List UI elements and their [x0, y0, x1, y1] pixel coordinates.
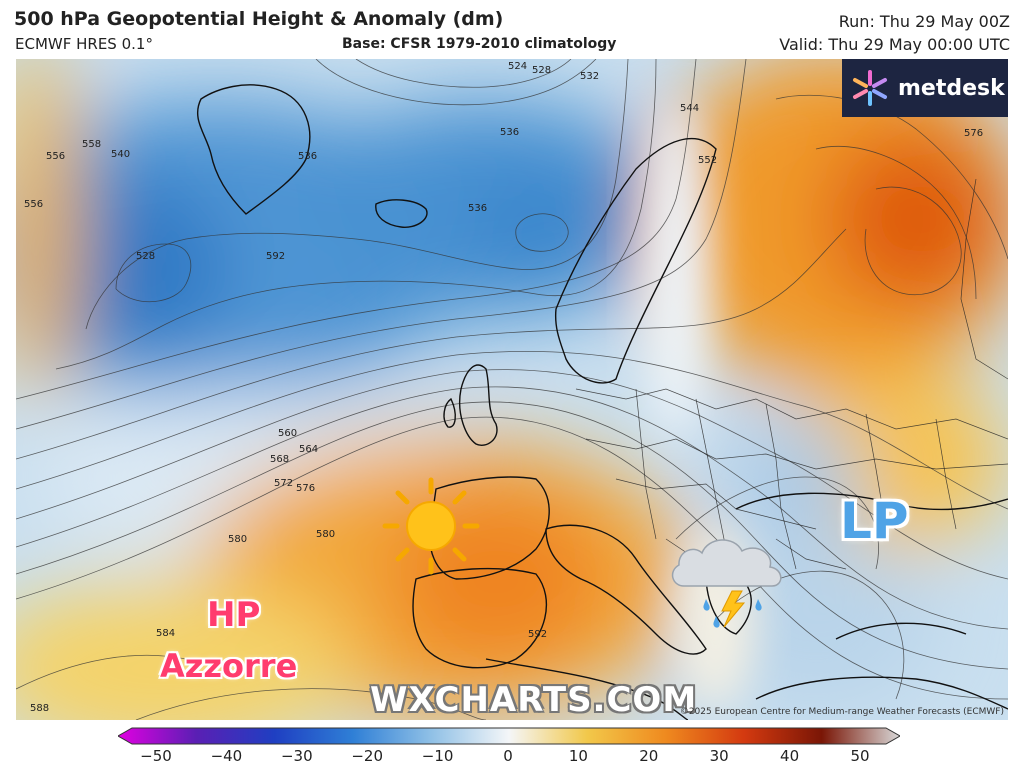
logo-text: metdesk: [898, 75, 1005, 101]
anomaly-map[interactable]: 524 528 532 536 536 536 540 544 552 556 558 560 564 5…: [16, 59, 1008, 720]
low-pressure-label: LP: [840, 492, 909, 550]
contour-label: 576: [964, 128, 983, 139]
colorbar-tick-label: −50: [140, 747, 172, 765]
coastlines: [196, 84, 1008, 720]
colorbar-tick-label: −10: [421, 747, 454, 765]
contour-label: 560: [278, 428, 297, 439]
colorbar-tick-label: 40: [780, 747, 800, 765]
metdesk-star-icon: [853, 70, 887, 106]
climatology-base: Base: CFSR 1979-2010 climatology: [342, 36, 617, 52]
contour-label: 588: [30, 703, 49, 714]
contour-label: 536: [468, 203, 487, 214]
colorbar-tick-label: −30: [280, 747, 313, 765]
colorbar-tick-label: 50: [850, 747, 870, 765]
colorbar-tick-label: 20: [639, 747, 659, 765]
contour-label: 528: [136, 251, 155, 262]
contour-label: 528: [532, 65, 551, 76]
model-name: ECMWF HRES 0.1°: [15, 35, 153, 53]
contour-label: 592: [266, 251, 285, 262]
contour-label: 544: [680, 103, 699, 114]
contour-label: 536: [298, 151, 317, 162]
colorbar-tick-label: −20: [351, 747, 384, 765]
contour-label: 564: [299, 444, 318, 455]
copyright-notice: ©2025 European Centre for Medium-range W…: [679, 707, 1004, 717]
contour-label: 532: [580, 71, 599, 82]
height-contours: [16, 59, 1008, 720]
contour-label: 556: [24, 199, 43, 210]
colorbar-tick-label: 30: [709, 747, 729, 765]
colorbar-tick-label: 10: [568, 747, 588, 765]
contour-label: 576: [296, 483, 315, 494]
contour-label: 580: [316, 529, 335, 540]
contour-label: 592: [528, 629, 547, 640]
contour-label: 558: [82, 139, 101, 150]
contour-label: 568: [270, 454, 289, 465]
chart-title: 500 hPa Geopotential Height & Anomaly (d…: [14, 8, 504, 30]
anomaly-field: [16, 59, 1008, 720]
run-time: Run: Thu 29 May 00Z: [838, 12, 1010, 31]
contour-label: 552: [698, 155, 717, 166]
high-pressure-label: HP: [207, 595, 261, 635]
contour-label: 524: [508, 61, 527, 72]
colorbar-tick-label: 0: [503, 747, 513, 765]
contour-label: 536: [500, 127, 519, 138]
contour-label: 540: [111, 149, 130, 160]
colorbar-tick-label: −40: [210, 747, 243, 765]
storm-cloud-icon: [671, 539, 782, 628]
metdesk-logo: metdesk: [842, 59, 1008, 117]
valid-time: Valid: Thu 29 May 00:00 UTC: [779, 35, 1010, 54]
colorbar: [118, 727, 900, 745]
azores-label: Azzorre: [160, 647, 298, 685]
contour-label: 572: [274, 478, 293, 489]
contour-label: 584: [156, 628, 175, 639]
contour-label: 580: [228, 534, 247, 545]
contour-label: 556: [46, 151, 65, 162]
sun-icon: [382, 477, 480, 575]
watermark: WXCHARTS.COM: [370, 680, 698, 720]
